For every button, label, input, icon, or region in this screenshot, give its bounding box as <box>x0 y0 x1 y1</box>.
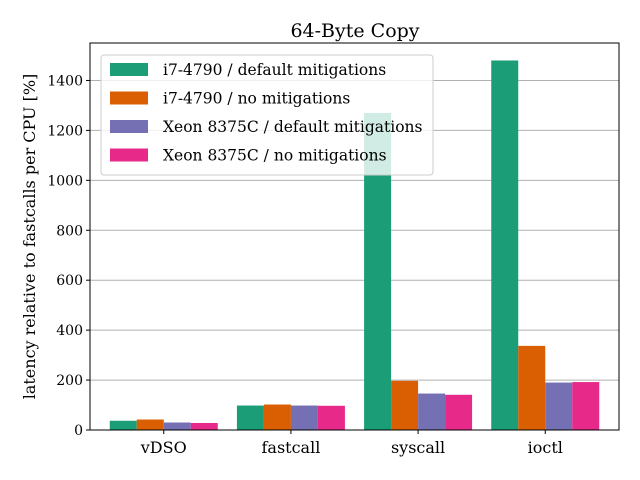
bar <box>518 345 546 430</box>
legend-swatch <box>110 148 148 162</box>
y-tick-label: 1000 <box>47 173 83 189</box>
bar <box>391 380 419 430</box>
bar <box>263 404 291 430</box>
legend-swatch <box>110 91 148 105</box>
bar <box>545 382 573 430</box>
y-tick-label: 800 <box>56 223 83 239</box>
bar <box>418 393 446 430</box>
bar <box>190 423 218 430</box>
bar <box>445 394 473 430</box>
bar <box>572 382 600 430</box>
y-axis-label: latency relative to fastcalls per CPU [%… <box>20 74 39 400</box>
y-tick-label: 600 <box>56 273 83 289</box>
bar <box>236 405 264 430</box>
bar <box>163 422 191 430</box>
legend-swatch <box>110 63 148 76</box>
y-tick-label: 1400 <box>47 73 83 89</box>
x-axis-ticks: vDSO fastcall syscall ioctl <box>140 430 563 457</box>
plot-frame <box>89 42 620 431</box>
bar <box>290 405 318 430</box>
y-axis-ticks: 0 200 400 600 800 1000 1200 1400 <box>47 73 90 439</box>
x-tick-label: vDSO <box>140 438 187 457</box>
x-tick-label: syscall <box>391 438 445 457</box>
legend-label: i7-4790 / default mitigations <box>163 61 386 79</box>
legend: i7-4790 / default mitigations i7-4790 / n… <box>100 54 434 176</box>
x-tick-label: ioctl <box>528 438 563 457</box>
chart-title: 64-Byte Copy <box>290 20 419 42</box>
x-tick-label: fastcall <box>261 438 320 457</box>
legend-swatch <box>110 120 148 133</box>
bar <box>317 405 345 430</box>
legend-box <box>100 54 434 176</box>
y-tick-label: 400 <box>56 323 83 339</box>
y-tick-label: 0 <box>74 423 83 439</box>
bars <box>109 60 600 431</box>
bar <box>109 420 137 430</box>
legend-label: Xeon 8375C / default mitigations <box>163 118 423 136</box>
legend-label: i7-4790 / no mitigations <box>163 90 350 108</box>
bar <box>136 419 164 430</box>
y-tick-label: 1200 <box>47 123 83 139</box>
bar <box>491 60 519 431</box>
legend-label: Xeon 8375C / no mitigations <box>163 147 387 165</box>
y-tick-label: 200 <box>56 373 83 389</box>
